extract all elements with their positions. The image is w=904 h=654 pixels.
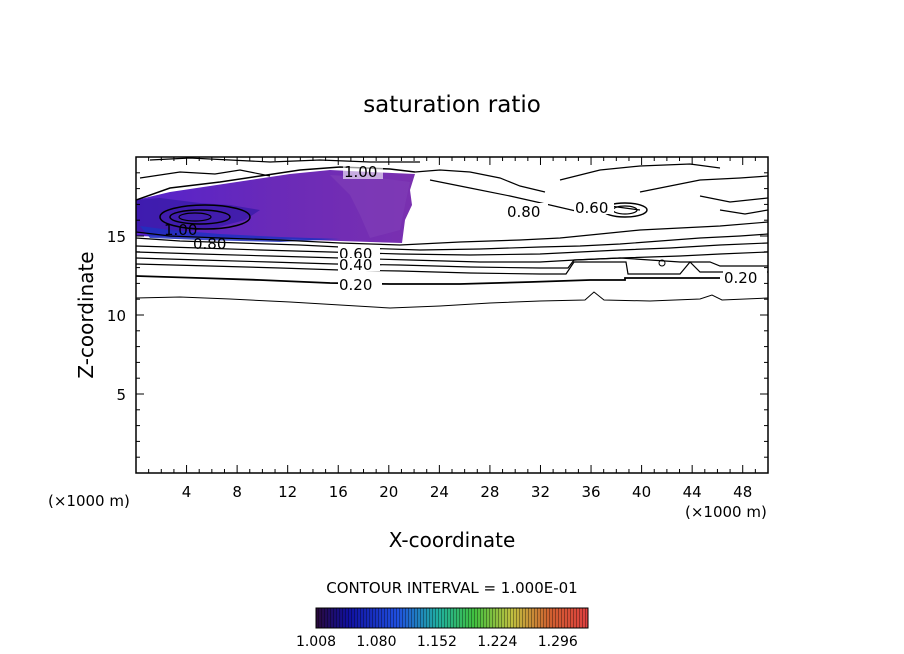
x-tick-label: 24 <box>430 483 449 501</box>
contour-labels: 1.00 1.00 0.80 0.80 0.60 0.60 0.40 0.20 … <box>164 163 767 294</box>
x-tick-label: 32 <box>531 483 550 501</box>
colorbar-stripes <box>316 608 588 628</box>
contour-interval-text: CONTOUR INTERVAL = 1.000E-01 <box>326 579 577 597</box>
x-tick-label: 28 <box>480 483 499 501</box>
x-tick-label: 40 <box>632 483 651 501</box>
contour-label: 1.00 <box>344 163 377 181</box>
contour-label: 0.40 <box>339 256 372 274</box>
y-axis-ticks: 5 10 15 <box>107 172 768 458</box>
contour-label: 0.80 <box>193 235 226 253</box>
filled-region-blue-core <box>140 226 340 242</box>
colorbar-tick-label: 1.008 <box>296 634 336 650</box>
x-tick-label: 16 <box>329 483 348 501</box>
contour-field: 1.00 1.00 0.80 0.80 0.60 0.60 0.40 0.20 … <box>136 157 768 309</box>
contour-lines <box>136 157 768 309</box>
x-tick-label: 48 <box>733 483 752 501</box>
y-tick-label: 10 <box>107 307 126 325</box>
colorbar-tick-label: 1.224 <box>477 634 517 650</box>
y-axis-label: Z-coordinate <box>74 251 98 378</box>
x-unit-right: (×1000 m) <box>685 503 767 521</box>
x-axis-label: X-coordinate <box>389 528 516 552</box>
x-tick-label: 44 <box>683 483 702 501</box>
colorbar-tick-label: 1.080 <box>356 634 396 650</box>
colorbar-labels: 1.008 1.080 1.152 1.224 1.296 <box>296 634 578 650</box>
contour-label: 1.00 <box>164 221 197 239</box>
x-axis-ticks: 4 8 12 16 20 24 28 32 36 40 44 48 <box>148 157 756 501</box>
y-tick-label: 15 <box>107 228 126 246</box>
colorbar-tick-label: 1.296 <box>538 634 578 650</box>
x-tick-label: 20 <box>379 483 398 501</box>
y-tick-label: 5 <box>116 386 126 404</box>
colorbar-frame <box>315 607 589 629</box>
x-tick-label: 8 <box>232 483 242 501</box>
contour-label: 0.20 <box>339 276 372 294</box>
x-unit-left: (×1000 m) <box>48 492 130 510</box>
chart-title: saturation ratio <box>363 92 541 118</box>
x-tick-label: 12 <box>278 483 297 501</box>
contour-label: 0.80 <box>507 203 540 221</box>
contour-label: 0.60 <box>575 199 608 217</box>
colorbar: 1.008 1.080 1.152 1.224 1.296 <box>296 607 589 650</box>
x-tick-label: 4 <box>182 483 192 501</box>
contour-label: 0.20 <box>724 269 757 287</box>
filled-region-light <box>330 175 410 238</box>
x-tick-label: 36 <box>581 483 600 501</box>
colorbar-tick-label: 1.152 <box>417 634 457 650</box>
